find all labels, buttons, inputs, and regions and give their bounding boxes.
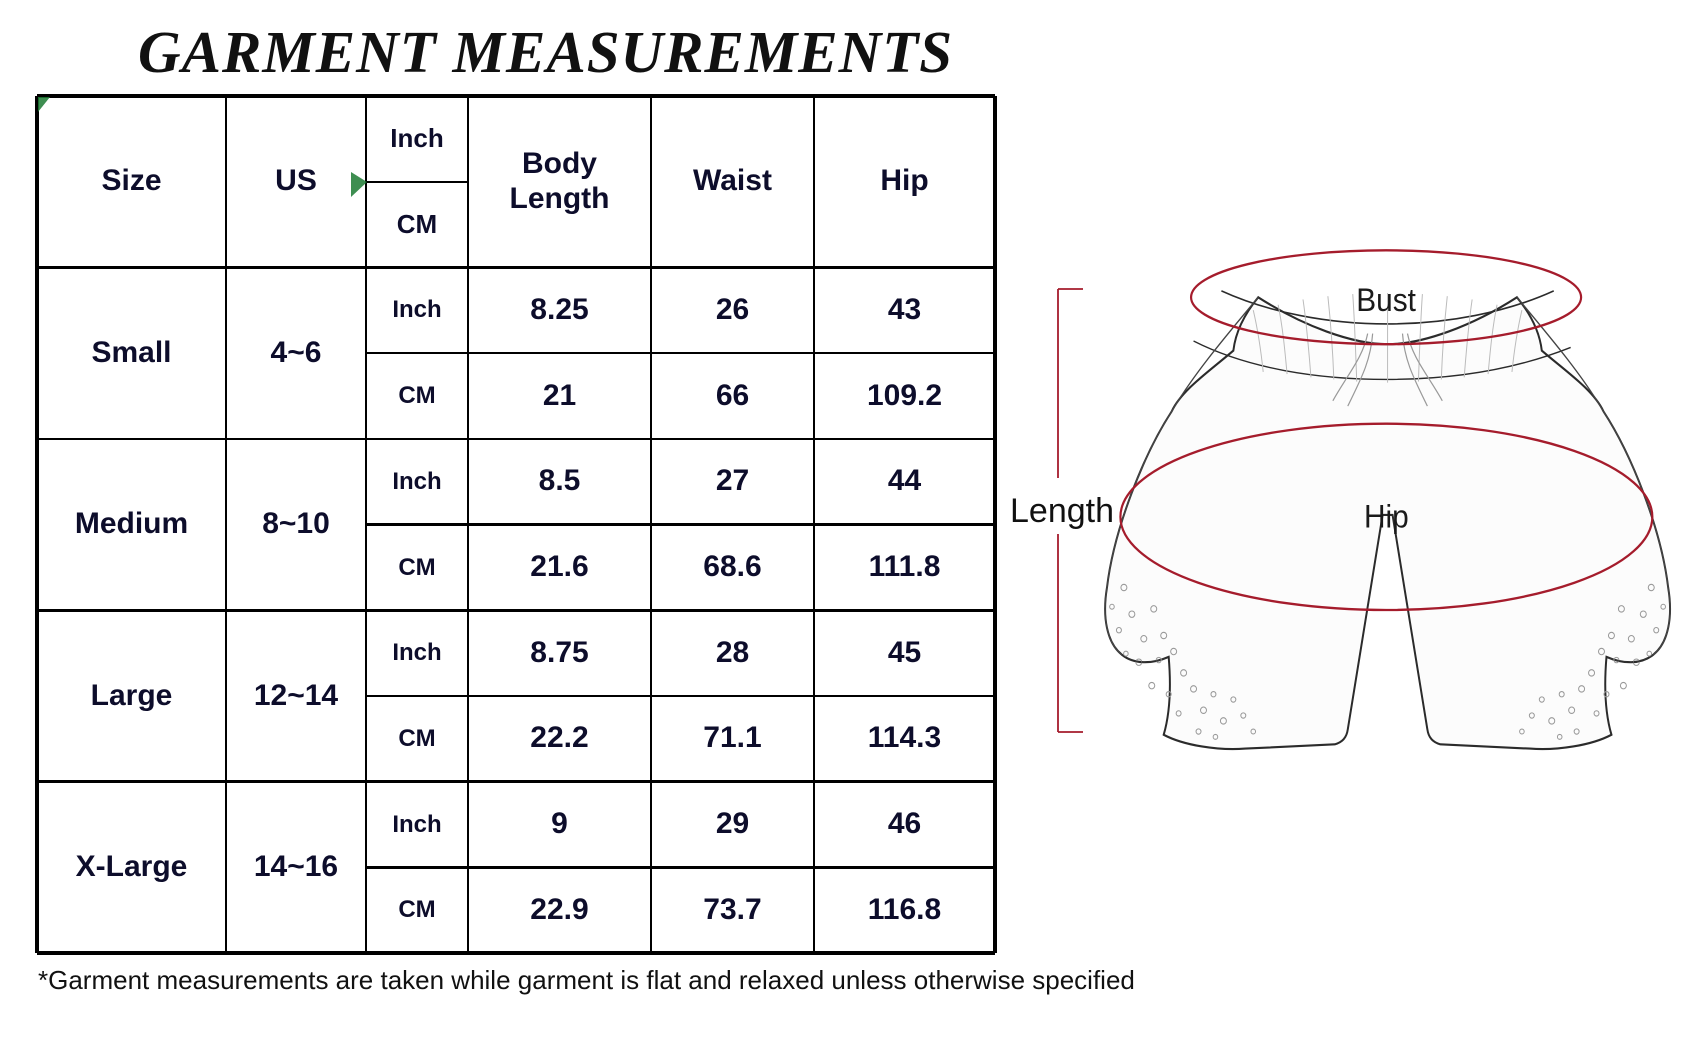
svg-text:Bust: Bust (1356, 282, 1416, 318)
svg-text:Hip: Hip (1364, 499, 1409, 535)
svg-text:Length: Length (1010, 492, 1114, 530)
